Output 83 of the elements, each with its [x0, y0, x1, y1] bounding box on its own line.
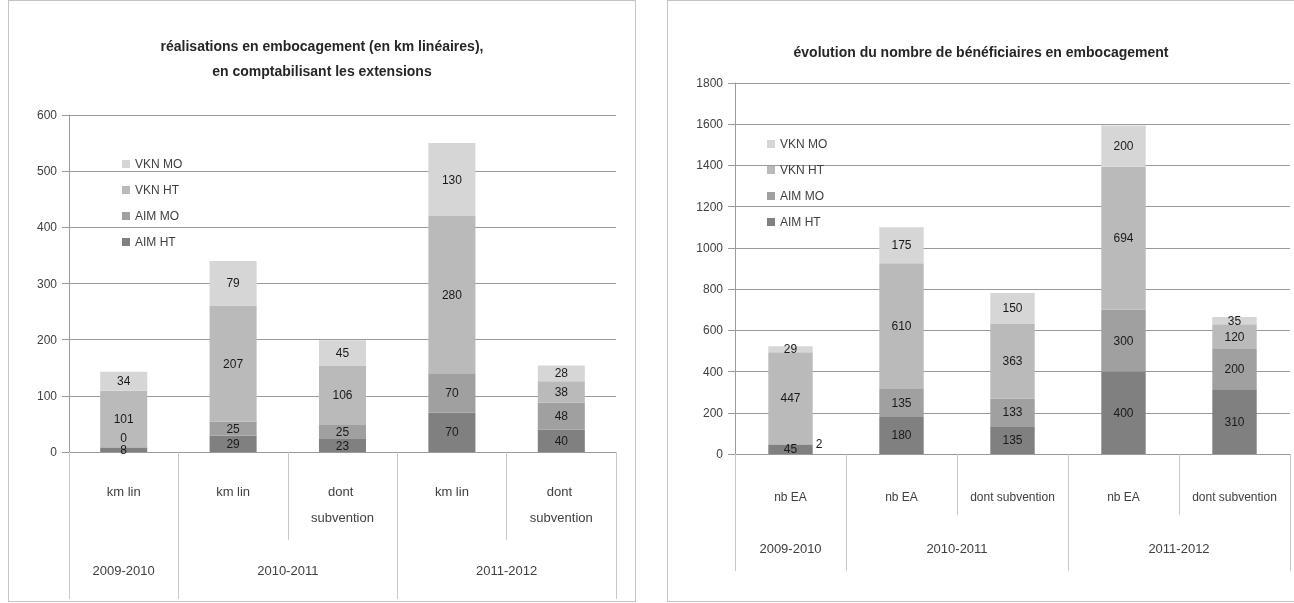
data-label: 310 — [1224, 415, 1245, 430]
data-label: 400 — [1113, 405, 1134, 420]
data-label: 300 — [1113, 333, 1134, 348]
x-tick-label: dont subvention — [529, 483, 593, 525]
legend-label: VKN MO — [780, 137, 828, 151]
x-tick-label: km lin — [434, 483, 469, 499]
x-tick-label: km lin — [106, 483, 141, 499]
text: 2009-2010 — [759, 541, 822, 556]
data-label: 25 — [226, 421, 241, 436]
y-tick-label: 1000 — [696, 240, 724, 255]
text: 2010-2011 — [257, 563, 319, 578]
x-tick-label: nb EA — [885, 490, 918, 504]
legend-label: AIM MO — [780, 189, 824, 203]
data-label: 29 — [783, 342, 798, 357]
y-tick-label: 600 — [36, 108, 58, 122]
data-label: 79 — [226, 276, 241, 291]
data-label: 200 — [1113, 139, 1134, 154]
y-tick-label: 400 — [702, 364, 724, 379]
text: 2009-2010 — [92, 563, 155, 578]
data-label: 40 — [554, 433, 569, 448]
chart-title: évolution du nombre de bénéficiaires en embocagement — [793, 43, 1169, 60]
y-tick-label: 200 — [36, 332, 58, 347]
y-tick-label: 1600 — [696, 117, 724, 132]
data-label: 130 — [441, 172, 463, 187]
data-label: 28 — [554, 366, 569, 381]
text: 2011-2012 — [1148, 541, 1210, 556]
data-label: 207 — [223, 356, 244, 371]
data-label: 280 — [441, 287, 463, 302]
data-label: 135 — [891, 395, 912, 410]
y-tick-label: 400 — [36, 220, 58, 235]
x-tick-label: dont subvention — [311, 483, 374, 525]
y-tick-label: 0 — [716, 447, 724, 461]
x-tick-label: nb EA — [1107, 490, 1140, 504]
legend-label: VKN MO — [135, 157, 183, 171]
text: 2010-2011 — [926, 541, 988, 556]
data-label: 101 — [113, 412, 135, 427]
x-tick-label: dont subvention — [1192, 490, 1277, 504]
data-label: 70 — [445, 425, 459, 440]
data-label: 106 — [332, 388, 353, 403]
y-tick-label: 800 — [702, 282, 724, 297]
text: 2011-2012 — [475, 563, 538, 578]
data-label: 2 — [815, 437, 823, 452]
data-label: 8 — [120, 442, 128, 457]
data-label: 29 — [226, 436, 241, 451]
data-label: 38 — [554, 384, 569, 399]
y-tick-label: 500 — [36, 164, 58, 179]
x-tick-label: dont subvention — [970, 490, 1055, 504]
data-label: 694 — [1113, 231, 1134, 246]
y-tick-label: 1800 — [696, 76, 724, 90]
y-tick-label: 1400 — [696, 158, 724, 173]
x-tick-label: km lin — [216, 483, 251, 499]
data-label: 34 — [117, 374, 131, 389]
data-label: 447 — [780, 391, 801, 406]
data-label: 35 — [1227, 313, 1242, 328]
data-label: 23 — [335, 438, 350, 453]
y-tick-label: 200 — [702, 405, 724, 420]
y-tick-label: 600 — [702, 323, 724, 338]
x-tick-label: nb EA — [774, 490, 807, 504]
legend-label: VKN HT — [780, 163, 825, 177]
data-label: 45 — [783, 442, 798, 457]
y-tick-label: 1200 — [696, 199, 724, 214]
data-label: 180 — [891, 428, 912, 443]
data-label: 45 — [335, 345, 350, 360]
y-tick-label: 300 — [36, 276, 58, 291]
data-label: 150 — [1002, 301, 1023, 316]
data-label: 363 — [1002, 354, 1023, 369]
data-label: 135 — [1002, 433, 1023, 448]
legend-label: AIM MO — [135, 209, 179, 223]
data-label: 0 — [120, 430, 128, 445]
data-label: 133 — [1002, 405, 1023, 420]
y-tick-label: 100 — [36, 388, 58, 403]
legend-label: AIM HT — [135, 235, 177, 249]
data-label: 70 — [445, 386, 459, 401]
data-label: 610 — [891, 319, 912, 334]
data-label: 175 — [891, 238, 912, 253]
legend-label: AIM HT — [780, 215, 822, 229]
legend-label: VKN HT — [135, 183, 180, 197]
data-label: 200 — [1224, 362, 1245, 377]
data-label: 25 — [335, 425, 350, 440]
data-label: 48 — [554, 409, 569, 424]
y-tick-label: 0 — [50, 445, 58, 459]
chart-title: réalisations en embocagement (en km linéaires), en comptabilisant les extensions — [160, 37, 484, 79]
data-label: 120 — [1224, 329, 1245, 344]
